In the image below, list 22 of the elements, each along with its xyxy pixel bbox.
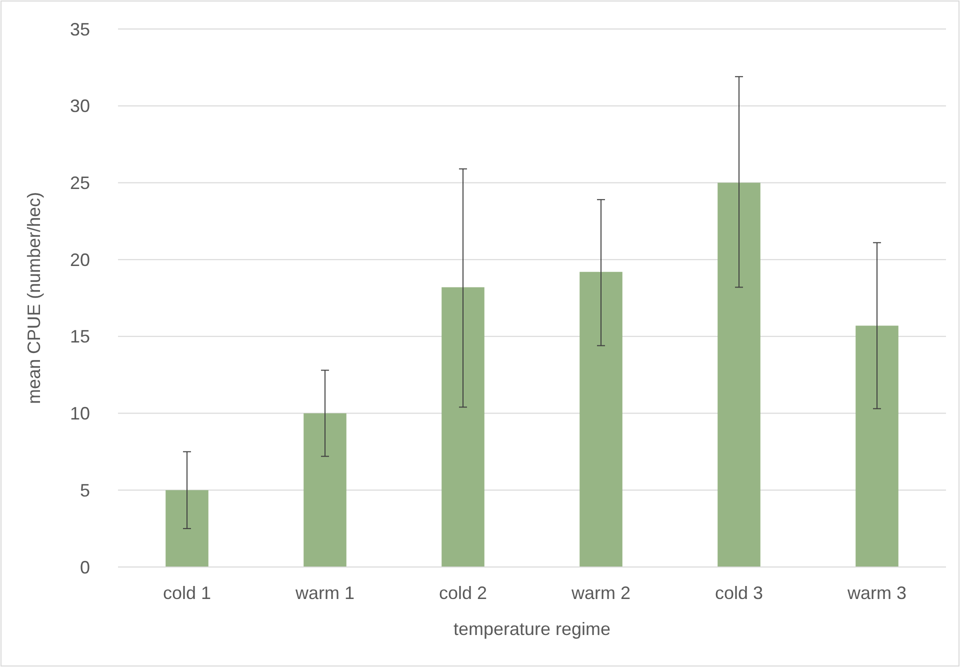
- x-tick-label: cold 3: [714, 583, 764, 603]
- bar: [442, 287, 484, 567]
- y-tick-label: 35: [70, 19, 90, 40]
- y-tick-label: 25: [70, 173, 90, 194]
- y-tick-label: 30: [70, 96, 90, 116]
- y-axis-title: mean CPUE (number/hec): [24, 192, 44, 404]
- y-tick-label: 5: [80, 480, 90, 500]
- x-tick-label: warm 3: [846, 583, 907, 603]
- x-tick-label: warm 2: [570, 583, 631, 603]
- y-tick-label: 10: [70, 404, 90, 424]
- y-tick-label: 20: [70, 250, 90, 270]
- x-tick-label: warm 1: [294, 583, 355, 603]
- bar: [304, 413, 346, 567]
- bar: [856, 326, 898, 567]
- x-tick-label: cold 1: [162, 583, 212, 603]
- bar: [166, 490, 208, 567]
- y-tick-label: 0: [80, 557, 90, 578]
- x-axis-title: temperature regime: [453, 619, 611, 639]
- y-tick-label: 15: [70, 326, 90, 347]
- bar: [718, 182, 760, 567]
- x-tick-label: cold 2: [438, 583, 488, 603]
- bar: [580, 272, 622, 567]
